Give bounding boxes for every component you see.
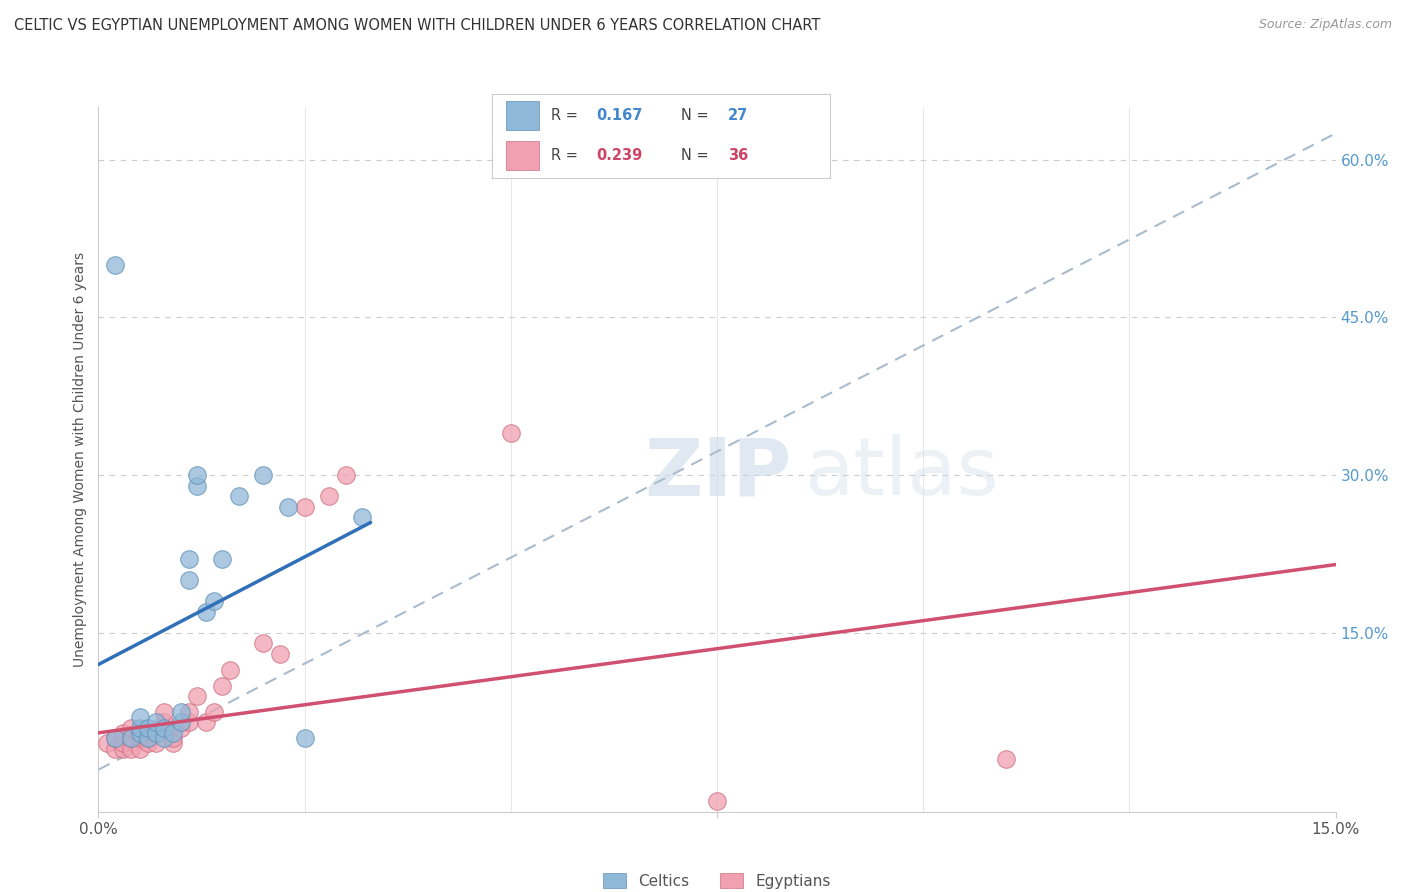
- Point: [162, 731, 184, 745]
- Point: [170, 721, 193, 735]
- Point: [145, 726, 167, 740]
- Point: [162, 726, 184, 740]
- Point: [96, 736, 118, 750]
- Text: CELTIC VS EGYPTIAN UNEMPLOYMENT AMONG WOMEN WITH CHILDREN UNDER 6 YEARS CORRELAT: CELTIC VS EGYPTIAN UNEMPLOYMENT AMONG WO…: [14, 18, 821, 33]
- Point: [318, 489, 340, 503]
- Point: [170, 705, 193, 719]
- Point: [104, 731, 127, 745]
- Point: [269, 647, 291, 661]
- Point: [104, 731, 127, 745]
- Point: [219, 663, 242, 677]
- Point: [153, 721, 176, 735]
- Point: [179, 705, 201, 719]
- Point: [194, 605, 217, 619]
- Text: Source: ZipAtlas.com: Source: ZipAtlas.com: [1258, 18, 1392, 31]
- Point: [153, 715, 176, 730]
- Point: [186, 478, 208, 492]
- Point: [128, 726, 150, 740]
- Point: [145, 726, 167, 740]
- Point: [128, 726, 150, 740]
- Point: [228, 489, 250, 503]
- Point: [335, 468, 357, 483]
- Point: [179, 574, 201, 588]
- Point: [179, 715, 201, 730]
- Point: [162, 736, 184, 750]
- Point: [128, 721, 150, 735]
- Text: R =: R =: [551, 148, 582, 163]
- Point: [277, 500, 299, 514]
- Legend: Celtics, Egyptians: Celtics, Egyptians: [603, 872, 831, 888]
- Point: [120, 731, 142, 745]
- Point: [120, 721, 142, 735]
- Point: [706, 794, 728, 808]
- Point: [128, 731, 150, 745]
- Point: [136, 736, 159, 750]
- Point: [252, 468, 274, 483]
- Text: N =: N =: [681, 148, 713, 163]
- Point: [294, 731, 316, 745]
- Point: [202, 594, 225, 608]
- Point: [170, 715, 193, 730]
- Text: atlas: atlas: [804, 434, 998, 513]
- Point: [179, 552, 201, 566]
- Point: [252, 636, 274, 650]
- Point: [499, 426, 522, 441]
- Point: [352, 510, 374, 524]
- Text: R =: R =: [551, 108, 582, 123]
- Y-axis label: Unemployment Among Women with Children Under 6 years: Unemployment Among Women with Children U…: [73, 252, 87, 667]
- Point: [104, 741, 127, 756]
- Point: [153, 731, 176, 745]
- Point: [128, 741, 150, 756]
- Text: 0.239: 0.239: [596, 148, 643, 163]
- Point: [136, 731, 159, 745]
- Point: [153, 705, 176, 719]
- Text: 36: 36: [728, 148, 748, 163]
- Point: [104, 258, 127, 272]
- Point: [294, 500, 316, 514]
- Point: [145, 736, 167, 750]
- Point: [112, 736, 135, 750]
- Point: [202, 705, 225, 719]
- Point: [994, 752, 1017, 766]
- Point: [112, 741, 135, 756]
- Point: [136, 721, 159, 735]
- Text: 0.167: 0.167: [596, 108, 643, 123]
- Point: [186, 468, 208, 483]
- Text: ZIP: ZIP: [644, 434, 792, 513]
- Point: [136, 731, 159, 745]
- Point: [128, 710, 150, 724]
- Point: [145, 715, 167, 730]
- Text: 27: 27: [728, 108, 748, 123]
- Text: N =: N =: [681, 108, 713, 123]
- Point: [186, 689, 208, 703]
- Point: [211, 679, 233, 693]
- Point: [194, 715, 217, 730]
- Point: [211, 552, 233, 566]
- Bar: [506, 141, 540, 169]
- Point: [120, 731, 142, 745]
- Point: [112, 726, 135, 740]
- Bar: [506, 102, 540, 130]
- Point: [120, 741, 142, 756]
